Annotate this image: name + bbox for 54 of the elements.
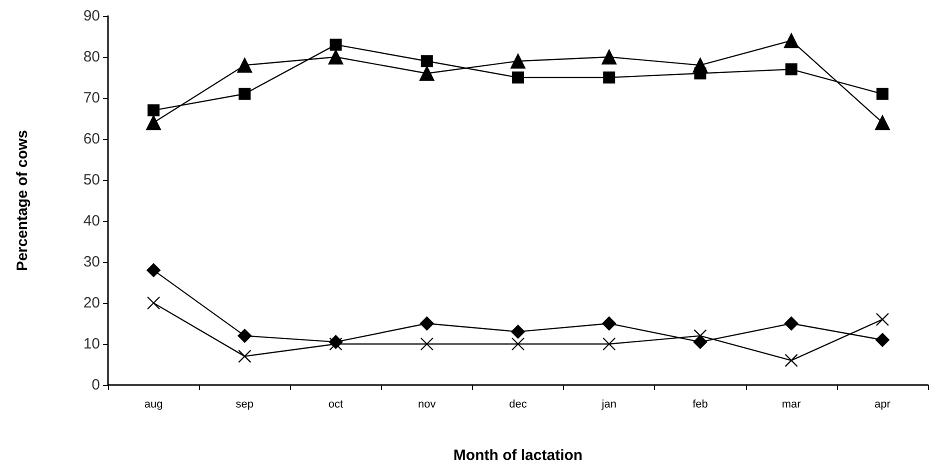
y-tick-label: 50: [83, 172, 100, 188]
point: [784, 316, 798, 330]
point: [511, 337, 525, 351]
x-tick-label: sep: [236, 398, 254, 410]
point: [329, 337, 342, 351]
point: [874, 115, 890, 130]
point: [419, 66, 434, 81]
x-tick-label: apr: [874, 398, 891, 410]
x-tick-label: nov: [418, 398, 436, 410]
point: [511, 324, 525, 339]
point: [146, 296, 160, 310]
point: [602, 337, 616, 351]
point: [694, 329, 707, 342]
y-tick-label: 90: [83, 8, 100, 24]
point: [876, 312, 890, 326]
y-axis-title: Percentage of cows: [14, 130, 31, 271]
point: [510, 54, 526, 69]
point: [330, 38, 342, 51]
point: [784, 354, 798, 367]
y-tick-label: 70: [83, 90, 100, 106]
point: [146, 115, 162, 130]
x-tick-label: oct: [328, 398, 344, 410]
point: [420, 337, 434, 351]
point: [784, 33, 799, 48]
point: [602, 316, 616, 330]
point: [237, 58, 252, 73]
y-tick-label: 40: [83, 212, 100, 230]
x-axis-title: Month of lactation: [453, 447, 583, 464]
x-tick-label: dec: [509, 398, 528, 410]
x-tick-label: mar: [782, 398, 802, 410]
point: [785, 63, 798, 76]
point: [602, 50, 617, 64]
point: [238, 350, 252, 363]
y-tick-label: 60: [83, 130, 100, 148]
x-tick-label: feb: [692, 398, 708, 410]
x-tick-label: aug: [144, 398, 163, 410]
y-tick-label: 0: [92, 376, 100, 394]
x-tick-label: jan: [600, 398, 616, 410]
point: [603, 72, 616, 84]
point: [420, 316, 434, 330]
y-tick-label: 20: [83, 294, 100, 312]
y-tick-label: 30: [83, 254, 100, 270]
point: [146, 263, 161, 278]
point: [512, 72, 524, 84]
point: [148, 104, 160, 116]
y-tick-label: 80: [83, 48, 100, 66]
point: [876, 88, 888, 100]
point: [238, 328, 252, 343]
point: [328, 50, 344, 64]
y-tick-label: 10: [83, 336, 100, 352]
point: [875, 332, 890, 347]
point: [692, 58, 708, 73]
point: [420, 55, 433, 68]
point: [238, 88, 251, 100]
